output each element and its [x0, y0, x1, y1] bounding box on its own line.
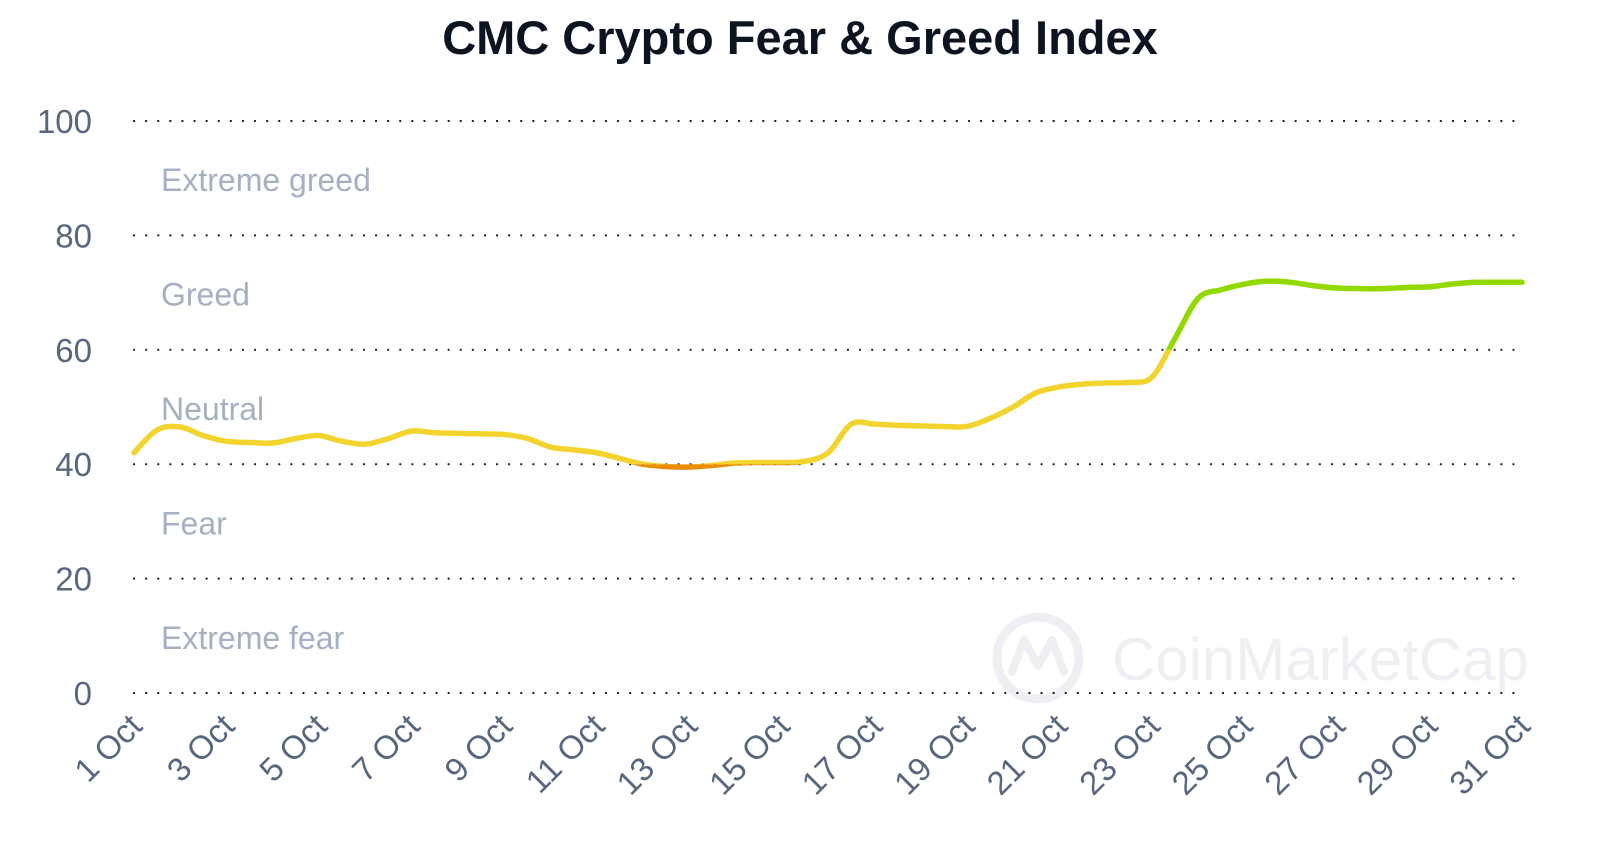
zone-labels: Extreme greed Greed Neutral Fear Extreme fea…: [161, 162, 371, 656]
zone-label: Greed: [161, 277, 250, 313]
y-axis-ticks: 0 20 40 60 80 100: [37, 103, 92, 712]
index-line: [131, 278, 1525, 470]
y-tick-label: 60: [55, 332, 92, 369]
x-tick-label: 1 Oct: [67, 707, 149, 789]
x-tick-label: 27 Oct: [1257, 707, 1352, 802]
x-tick-label: 29 Oct: [1350, 707, 1445, 802]
x-tick-label: 5 Oct: [252, 707, 334, 789]
x-tick-label: 23 Oct: [1072, 707, 1167, 802]
x-tick-label: 17 Oct: [794, 707, 889, 802]
zone-label: Neutral: [161, 391, 264, 427]
line-segment-neutral: [131, 349, 1172, 465]
x-tick-label: 13 Oct: [609, 707, 704, 802]
line-segment-greed: [1165, 278, 1525, 350]
x-tick-label: 11 Oct: [518, 707, 611, 800]
watermark-text: CoinMarketCap: [1112, 626, 1529, 693]
x-tick-label: 21 Oct: [979, 707, 1074, 802]
x-tick-label: 3 Oct: [160, 707, 242, 789]
x-tick-label: 15 Oct: [702, 707, 797, 802]
zone-label: Extreme fear: [161, 620, 345, 656]
y-tick-label: 100: [37, 103, 92, 140]
x-tick-label: 19 Oct: [887, 707, 982, 802]
y-tick-label: 20: [55, 561, 92, 598]
chart-title: CMC Crypto Fear & Greed Index: [442, 11, 1158, 64]
y-tick-label: 40: [55, 446, 92, 483]
zone-label: Fear: [161, 505, 227, 541]
x-tick-label: 31 Oct: [1442, 707, 1537, 802]
x-tick-label: 9 Oct: [437, 707, 519, 789]
grid-lines: [132, 119, 1524, 695]
y-tick-label: 0: [74, 675, 92, 712]
coinmarketcap-logo-icon: [992, 612, 1084, 704]
x-tick-label: 25 Oct: [1164, 707, 1259, 802]
y-tick-label: 80: [55, 217, 92, 254]
watermark: CoinMarketCap: [992, 612, 1529, 704]
zone-label: Extreme greed: [161, 162, 371, 198]
x-tick-label: 7 Oct: [345, 707, 427, 789]
